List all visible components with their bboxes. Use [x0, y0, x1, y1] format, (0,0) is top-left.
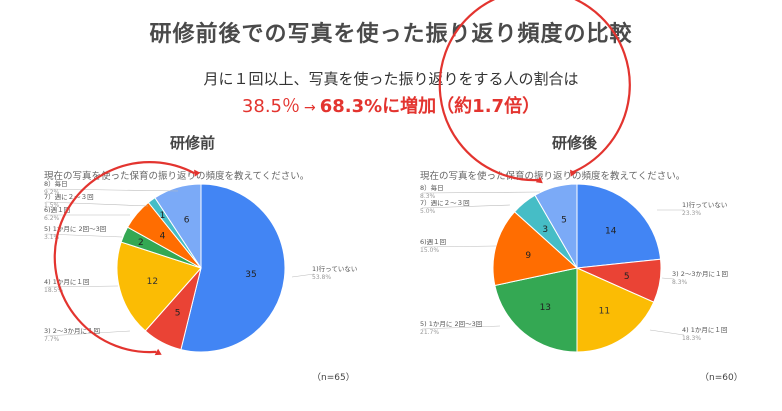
- slice-value-label: 12: [147, 277, 158, 287]
- question-before: 現在の写真を使った保育の振り返りの頻度を教えてください。: [44, 171, 310, 182]
- slice-percent-label: 8.3%: [420, 193, 436, 200]
- slice-value-label: 5: [561, 215, 567, 225]
- slice-category-label: 4) 1か月に１回: [44, 278, 89, 286]
- chart-title-after: 研修後: [552, 134, 598, 152]
- leader-line: [421, 191, 541, 194]
- leader-line: [421, 204, 511, 209]
- arrowhead-icon: [154, 348, 162, 356]
- slice-percent-label: 3.1%: [44, 234, 60, 241]
- pie-slice: [180, 183, 286, 353]
- leader-line: [291, 273, 315, 278]
- slice-category-label: 3) 2～3か月に１回: [672, 270, 728, 278]
- leader-line: [45, 285, 119, 288]
- leader-line: [45, 201, 149, 207]
- slice-category-label: 1)行っていない: [312, 264, 357, 273]
- slice-value-label: 1: [160, 211, 166, 221]
- slice-percent-label: 18.5%: [44, 287, 63, 294]
- leader-line: [45, 233, 123, 238]
- leader-line: [421, 245, 497, 248]
- slice-category-label: 6)週１回: [44, 205, 70, 214]
- leader-line: [45, 188, 179, 192]
- pie-slice: [534, 183, 578, 270]
- chart-title-before: 研修前: [170, 134, 216, 152]
- slice-value-label: 35: [245, 270, 256, 280]
- leader-line: [45, 330, 131, 337]
- before-percent: 38.5％: [241, 96, 300, 117]
- slice-value-label: 6: [184, 216, 190, 226]
- slice-percent-label: 6.2%: [44, 215, 60, 222]
- arrow-icon: →: [304, 100, 316, 116]
- arrowhead-icon: [570, 169, 577, 177]
- n-label-after: （n=60）: [700, 373, 743, 383]
- question-after: 現在の写真を使った保育の振り返りの頻度を教えてください。: [420, 171, 686, 182]
- slice-category-label: 3) 2～3か月に１回: [44, 327, 100, 335]
- slice-percent-label: 8.3%: [672, 279, 688, 286]
- summary-line: 月に１回以上、写真を使った振り返りをする人の割合は: [203, 70, 579, 88]
- slice-category-label: 7）週に２～３回: [44, 192, 94, 201]
- slice-value-label: 13: [540, 303, 551, 313]
- leader-line: [421, 325, 501, 330]
- slice-percent-label: 7.7%: [44, 336, 60, 343]
- slice-value-label: 3: [542, 225, 548, 235]
- arrowhead-icon: [535, 176, 543, 184]
- slice-percent-label: 9.2%: [44, 189, 60, 196]
- arrowhead-icon: [194, 169, 201, 177]
- slice-percent-label: 53.8%: [312, 274, 331, 281]
- slice-category-label: 5) 1か月に 2回～3回: [420, 320, 482, 328]
- slice-percent-label: 15.0%: [420, 247, 439, 254]
- pie-slice: [576, 183, 662, 269]
- slice-category-label: 7）週に２～３回: [420, 198, 470, 207]
- pie-slice: [494, 267, 578, 353]
- slice-percent-label: 18.3%: [682, 335, 701, 342]
- slice-percent-label: 1.5%: [44, 202, 60, 209]
- slice-category-label: 4) 1か月に１回: [682, 326, 727, 334]
- n-label-before: （n=65）: [312, 373, 355, 383]
- summary-result: 38.5％ → 68.3%に増加（約1.7倍）: [0, 92, 782, 118]
- slice-value-label: 14: [605, 227, 617, 237]
- slice-category-label: 8）毎日: [44, 179, 68, 188]
- slice-category-label: 8）毎日: [420, 183, 444, 192]
- highlight-arc: [438, 0, 631, 182]
- slice-value-label: 9: [525, 251, 531, 261]
- slice-value-label: 5: [624, 272, 630, 282]
- highlight-arc: [53, 161, 195, 354]
- slice-percent-label: 23.3%: [682, 210, 701, 217]
- after-percent: 68.3%に増加（約1.7倍）: [319, 96, 541, 117]
- slice-value-label: 2: [138, 238, 144, 248]
- pie-slice: [576, 267, 655, 353]
- slice-value-label: 4: [160, 232, 166, 242]
- leader-line: [649, 329, 685, 336]
- slice-percent-label: 5.0%: [420, 208, 436, 215]
- slice-percent-label: 21.7%: [420, 329, 439, 336]
- slice-value-label: 11: [599, 306, 610, 316]
- slice-value-label: 5: [175, 309, 181, 319]
- pie-slice: [116, 241, 202, 332]
- pie-slice: [154, 183, 202, 270]
- page-title: 研修前後での写真を使った振り返り頻度の比較: [149, 22, 633, 47]
- slice-category-label: 5) 1か月に 2回～3回: [44, 225, 106, 233]
- leader-line: [661, 277, 675, 280]
- slice-category-label: 1)行っていない: [682, 200, 727, 209]
- slice-category-label: 6)週１回: [420, 237, 446, 246]
